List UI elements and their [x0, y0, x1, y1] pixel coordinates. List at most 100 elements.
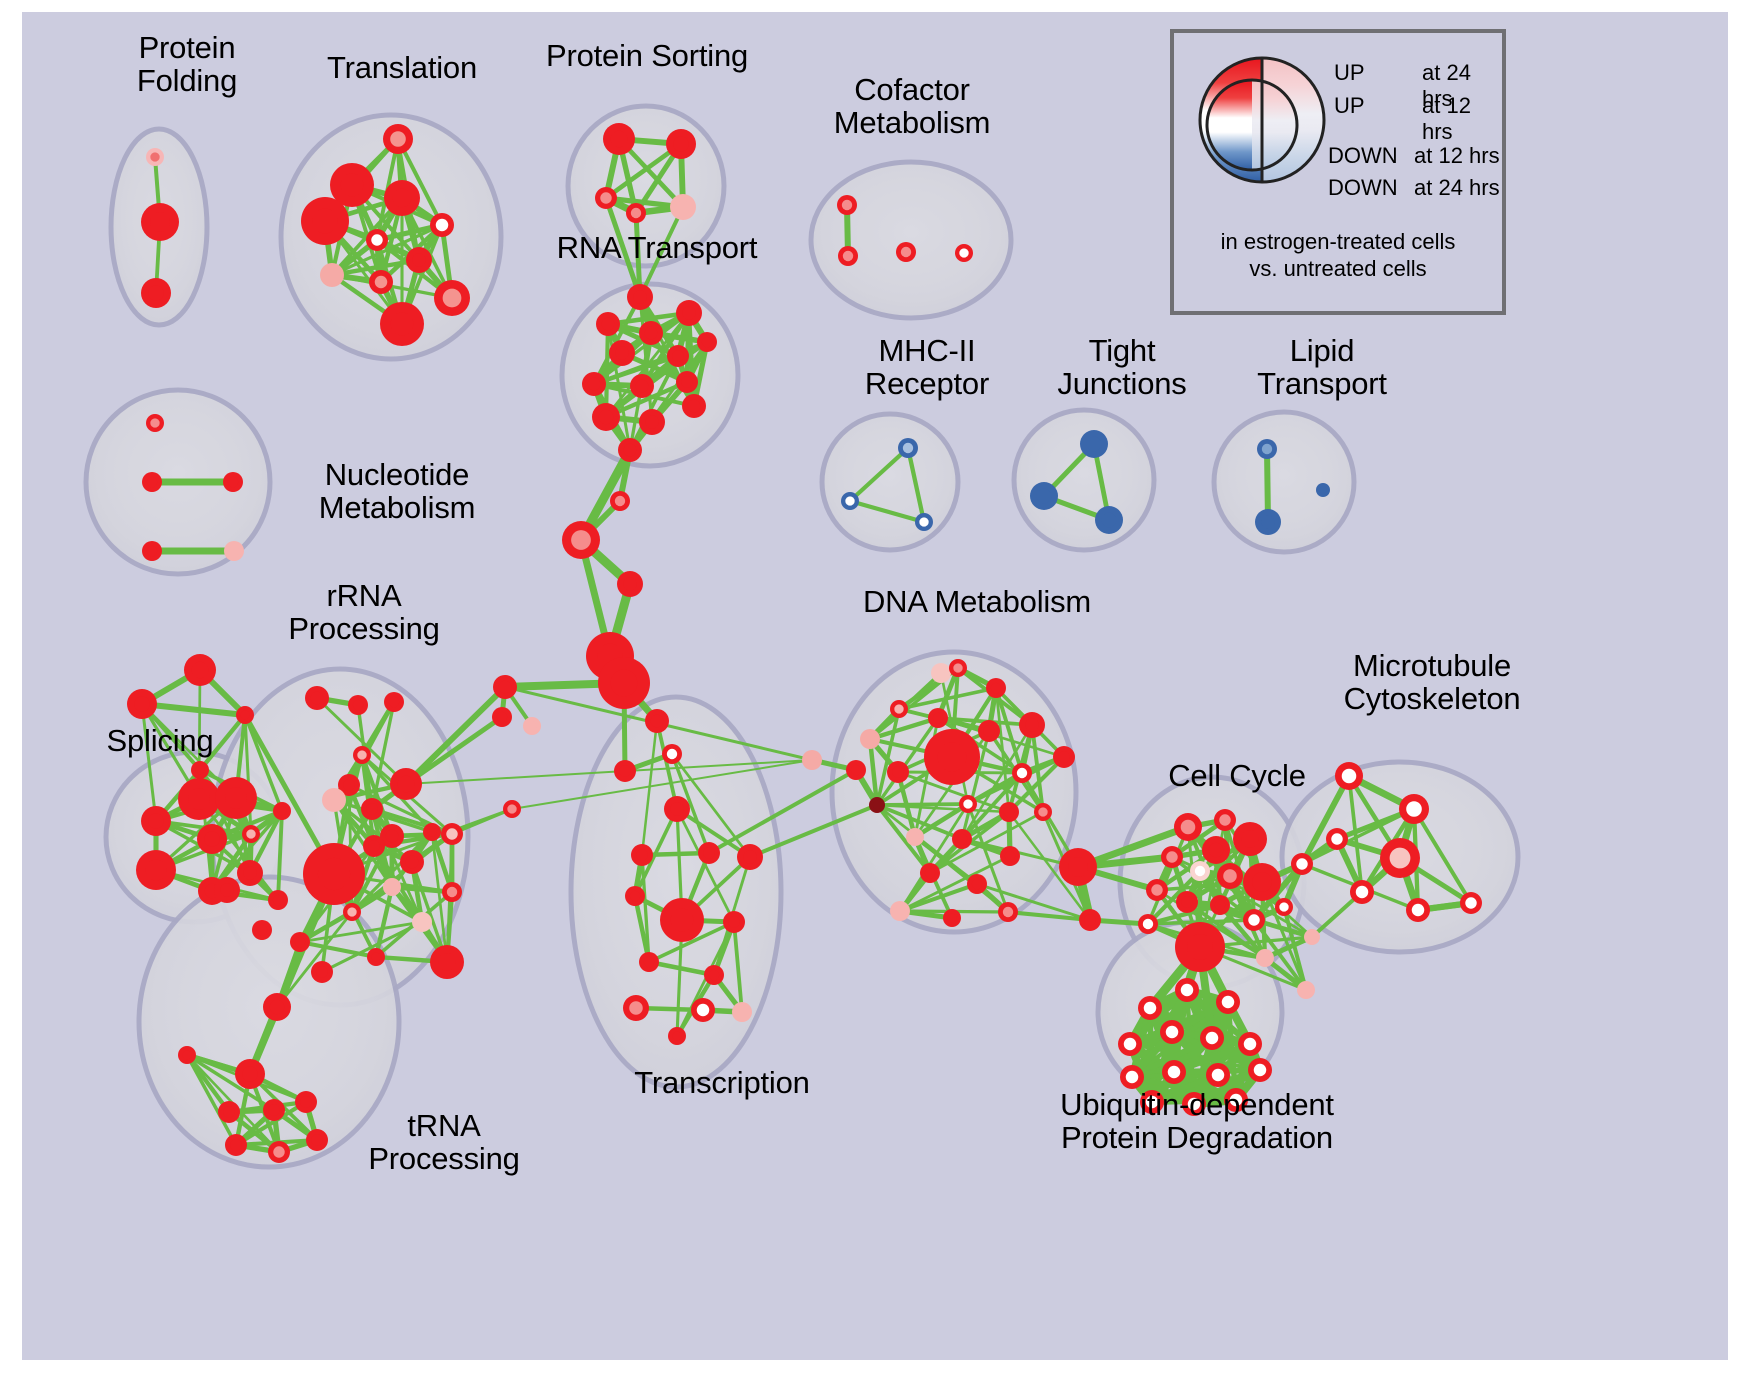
gene-set-node[interactable] [626, 203, 646, 223]
gene-set-node[interactable] [146, 148, 164, 166]
gene-set-node[interactable] [625, 886, 645, 906]
gene-set-node[interactable] [142, 541, 162, 561]
gene-set-node[interactable] [928, 708, 948, 728]
gene-set-node[interactable] [627, 284, 653, 310]
gene-set-node[interactable] [1019, 712, 1045, 738]
gene-set-node[interactable] [390, 768, 422, 800]
gene-set-node[interactable] [924, 729, 980, 785]
gene-set-node[interactable] [383, 124, 413, 154]
gene-set-node[interactable] [218, 1101, 240, 1123]
gene-set-node[interactable] [598, 657, 650, 709]
gene-set-node[interactable] [1291, 853, 1313, 875]
gene-set-node[interactable] [1224, 1088, 1248, 1112]
gene-set-node[interactable] [1335, 762, 1363, 790]
gene-set-node[interactable] [952, 829, 972, 849]
gene-set-node[interactable] [1138, 914, 1158, 934]
gene-set-node[interactable] [215, 777, 257, 819]
gene-set-node[interactable] [967, 874, 987, 894]
gene-set-node[interactable] [978, 720, 1000, 742]
gene-set-node[interactable] [503, 800, 521, 818]
gene-set-node[interactable] [263, 993, 291, 1021]
gene-set-node[interactable] [662, 744, 682, 764]
gene-set-node[interactable] [896, 242, 916, 262]
gene-set-node[interactable] [1079, 909, 1101, 931]
gene-set-node[interactable] [1160, 1020, 1184, 1044]
gene-set-node[interactable] [704, 965, 724, 985]
gene-set-node[interactable] [268, 890, 288, 910]
gene-set-node[interactable] [1175, 978, 1199, 1002]
gene-set-node[interactable] [369, 270, 393, 294]
gene-set-node[interactable] [890, 700, 908, 718]
gene-set-node[interactable] [1316, 483, 1330, 497]
gene-set-node[interactable] [434, 280, 470, 316]
gene-set-node[interactable] [1304, 929, 1320, 945]
gene-set-node[interactable] [949, 659, 967, 677]
gene-set-node[interactable] [1406, 898, 1430, 922]
gene-set-node[interactable] [1095, 506, 1123, 534]
gene-set-node[interactable] [915, 513, 933, 531]
gene-set-node[interactable] [492, 707, 512, 727]
gene-set-node[interactable] [430, 213, 454, 237]
gene-set-node[interactable] [1297, 981, 1315, 999]
gene-set-node[interactable] [303, 843, 365, 905]
gene-set-node[interactable] [1034, 803, 1052, 821]
gene-set-node[interactable] [1399, 794, 1429, 824]
gene-set-node[interactable] [1146, 879, 1168, 901]
gene-set-node[interactable] [1120, 1065, 1144, 1089]
gene-set-node[interactable] [361, 798, 383, 820]
gene-set-node[interactable] [301, 197, 349, 245]
gene-set-node[interactable] [931, 663, 951, 683]
gene-set-node[interactable] [887, 761, 909, 783]
gene-set-node[interactable] [225, 1134, 247, 1156]
gene-set-node[interactable] [691, 998, 715, 1022]
gene-set-node[interactable] [523, 717, 541, 735]
gene-set-node[interactable] [1243, 909, 1265, 931]
gene-set-node[interactable] [1118, 1032, 1142, 1056]
gene-set-node[interactable] [668, 1027, 686, 1045]
gene-set-node[interactable] [906, 828, 924, 846]
gene-set-node[interactable] [1030, 482, 1058, 510]
gene-set-node[interactable] [330, 163, 374, 207]
gene-set-node[interactable] [617, 571, 643, 597]
gene-set-node[interactable] [998, 902, 1018, 922]
gene-set-node[interactable] [184, 654, 216, 686]
gene-set-node[interactable] [955, 244, 973, 262]
gene-set-node[interactable] [1080, 430, 1108, 458]
gene-set-node[interactable] [197, 824, 227, 854]
gene-set-node[interactable] [898, 438, 918, 458]
gene-set-node[interactable] [676, 371, 698, 393]
gene-set-node[interactable] [698, 842, 720, 864]
gene-set-node[interactable] [837, 195, 857, 215]
gene-set-node[interactable] [860, 729, 880, 749]
gene-set-node[interactable] [639, 409, 665, 435]
gene-set-node[interactable] [1350, 880, 1374, 904]
gene-set-node[interactable] [920, 863, 940, 883]
gene-set-node[interactable] [1000, 846, 1020, 866]
gene-set-node[interactable] [639, 321, 663, 345]
gene-set-node[interactable] [442, 882, 462, 902]
gene-set-node[interactable] [943, 909, 961, 927]
gene-set-node[interactable] [223, 472, 243, 492]
gene-set-node[interactable] [1216, 990, 1240, 1014]
gene-set-node[interactable] [252, 920, 272, 940]
gene-set-node[interactable] [237, 860, 263, 886]
gene-set-node[interactable] [338, 774, 360, 796]
gene-set-node[interactable] [1053, 746, 1075, 768]
gene-set-node[interactable] [1238, 1032, 1262, 1056]
gene-set-node[interactable] [141, 278, 171, 308]
gene-set-node[interactable] [1140, 1090, 1164, 1114]
gene-set-node[interactable] [1200, 1026, 1224, 1050]
gene-set-node[interactable] [1233, 822, 1267, 856]
gene-set-node[interactable] [384, 692, 404, 712]
gene-set-node[interactable] [639, 952, 659, 972]
gene-set-node[interactable] [1012, 763, 1032, 783]
gene-set-node[interactable] [610, 491, 630, 511]
gene-set-node[interactable] [136, 850, 176, 890]
gene-set-node[interactable] [1217, 863, 1243, 889]
gene-set-node[interactable] [311, 961, 333, 983]
gene-set-node[interactable] [142, 472, 162, 492]
gene-set-node[interactable] [959, 795, 977, 813]
gene-set-node[interactable] [592, 403, 620, 431]
gene-set-node[interactable] [305, 686, 329, 710]
gene-set-node[interactable] [295, 1091, 317, 1113]
